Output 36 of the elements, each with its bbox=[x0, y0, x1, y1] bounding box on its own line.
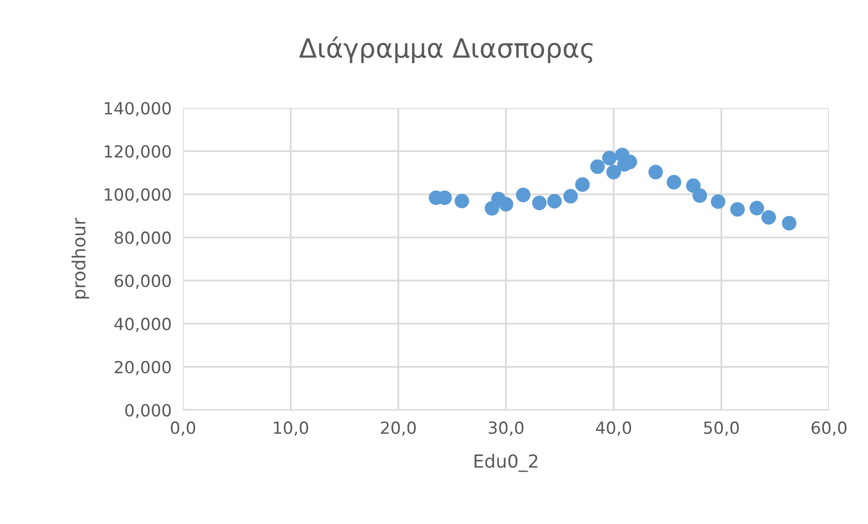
y-tick-label: 80,000 bbox=[114, 231, 171, 246]
point bbox=[602, 150, 617, 166]
point bbox=[782, 216, 796, 230]
point bbox=[516, 188, 531, 202]
point bbox=[606, 164, 621, 180]
point bbox=[761, 210, 776, 225]
point bbox=[648, 164, 663, 180]
y-tick-label: 120,000 bbox=[104, 145, 171, 160]
x-tick-label: 30,0 bbox=[488, 421, 524, 436]
y-tick-label: 60,000 bbox=[114, 274, 171, 289]
y-tick-label: 100,000 bbox=[104, 188, 171, 203]
point bbox=[710, 194, 726, 209]
point bbox=[498, 196, 514, 212]
x-tick-label: 10,0 bbox=[274, 421, 308, 436]
x-axis-title: Edu0_2 bbox=[474, 454, 538, 472]
point bbox=[750, 200, 764, 216]
point bbox=[575, 177, 590, 192]
x-tick-label: 60,0 bbox=[812, 421, 846, 436]
point bbox=[666, 174, 682, 190]
x-tick-label: 0,0 bbox=[170, 421, 196, 436]
x-tick-label: 40,0 bbox=[596, 421, 632, 436]
point bbox=[730, 202, 745, 217]
point bbox=[532, 196, 547, 210]
point bbox=[590, 159, 605, 174]
x-tick-label: 50,0 bbox=[704, 421, 739, 436]
point bbox=[547, 194, 562, 208]
y-tick-label: 20,000 bbox=[114, 360, 171, 376]
y-axis-title: prodhour bbox=[72, 218, 90, 299]
point bbox=[563, 188, 578, 204]
point bbox=[692, 188, 708, 203]
x-tick-label: 20,0 bbox=[381, 421, 416, 436]
y-tick-label: 0,000 bbox=[125, 404, 171, 418]
chart-title: Διάγραμμα Διασπορας bbox=[299, 36, 593, 64]
y-tick-label: 140,000 bbox=[104, 102, 171, 116]
point bbox=[454, 194, 470, 208]
y-tick-label: 40,000 bbox=[114, 318, 171, 332]
